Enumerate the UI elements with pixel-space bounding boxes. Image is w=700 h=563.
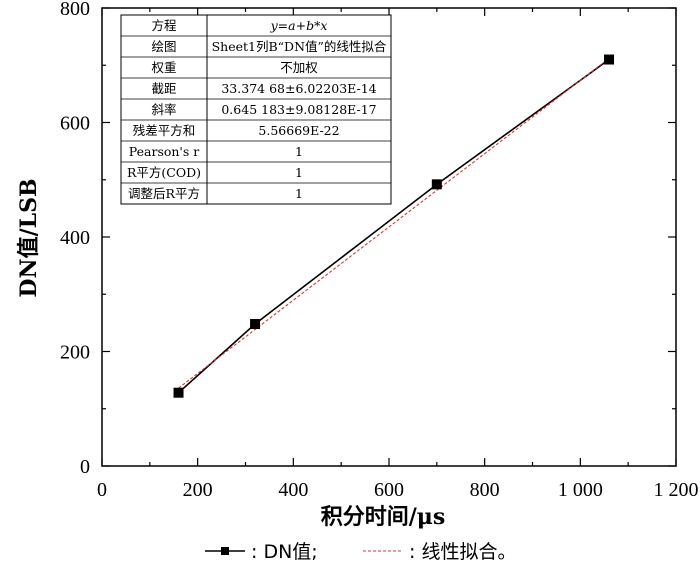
fit-table-value: 1	[295, 165, 303, 180]
legend-fit-label: : 线性拟合。	[409, 541, 516, 563]
series-layer	[173, 54, 615, 398]
fit-table-key: 调整后R平方	[128, 186, 200, 201]
series-dn-point	[604, 54, 615, 65]
fit-table-key: 权重	[151, 60, 176, 75]
x-tick-label: 1 200	[654, 479, 699, 501]
fit-table-value: 33.374 68±6.02203E-14	[221, 81, 376, 96]
x-tick-label: 800	[470, 479, 500, 501]
fit-table-key: 残差平方和	[133, 123, 196, 138]
fit-table-key: 截距	[151, 81, 176, 96]
y-axis-title: DN值/LSB	[16, 178, 42, 297]
series-fit-line	[178, 57, 610, 389]
y-tick-label: 200	[60, 342, 90, 364]
x-tick-label: 0	[97, 479, 107, 501]
fit-table-value: 不加权	[280, 60, 318, 75]
x-tick-label: 600	[374, 479, 404, 501]
y-tick-label: 800	[60, 0, 90, 20]
legend: : DN值; : 线性拟合。	[205, 541, 516, 563]
fit-table-border	[120, 14, 392, 205]
fit-table-key: 绘图	[151, 39, 176, 54]
x-tick-label: 400	[278, 479, 308, 501]
fit-table-key: R平方(COD)	[127, 165, 201, 180]
fit-table-value: 5.56669E-22	[258, 123, 339, 138]
x-axis-title: 积分时间/μs	[321, 504, 446, 530]
fit-table-value: y=a+b*x	[270, 18, 328, 33]
series-dn-point	[250, 319, 261, 330]
fit-table-value: 0.645 183±9.08128E-17	[221, 102, 376, 117]
legend-dn-marker	[221, 547, 229, 555]
x-tick-label: 1 000	[558, 479, 603, 501]
fit-table-key: Pearson's r	[129, 144, 199, 159]
fit-table-key: 方程	[151, 18, 177, 33]
fit-table-value: Sheet1列B“DN值”的线性拟合	[212, 39, 387, 54]
y-tick-label: 400	[60, 227, 90, 249]
x-axis-ticks: 0 200 400 600 800 1 000 1 200	[97, 8, 699, 501]
y-tick-label: 600	[60, 113, 90, 135]
x-tick-label: 200	[183, 479, 213, 501]
series-dn-line	[177, 58, 610, 394]
legend-dn-label: : DN值;	[251, 541, 318, 563]
y-axis-ticks: 0 200 400 600 800	[60, 0, 676, 478]
series-dn-point	[431, 179, 442, 190]
fit-table-key: 斜率	[151, 102, 176, 117]
series-dn-point	[173, 387, 184, 398]
fit-table-value: 1	[295, 144, 303, 159]
fit-table-value: 1	[295, 186, 303, 201]
y-tick-label: 0	[80, 456, 90, 478]
